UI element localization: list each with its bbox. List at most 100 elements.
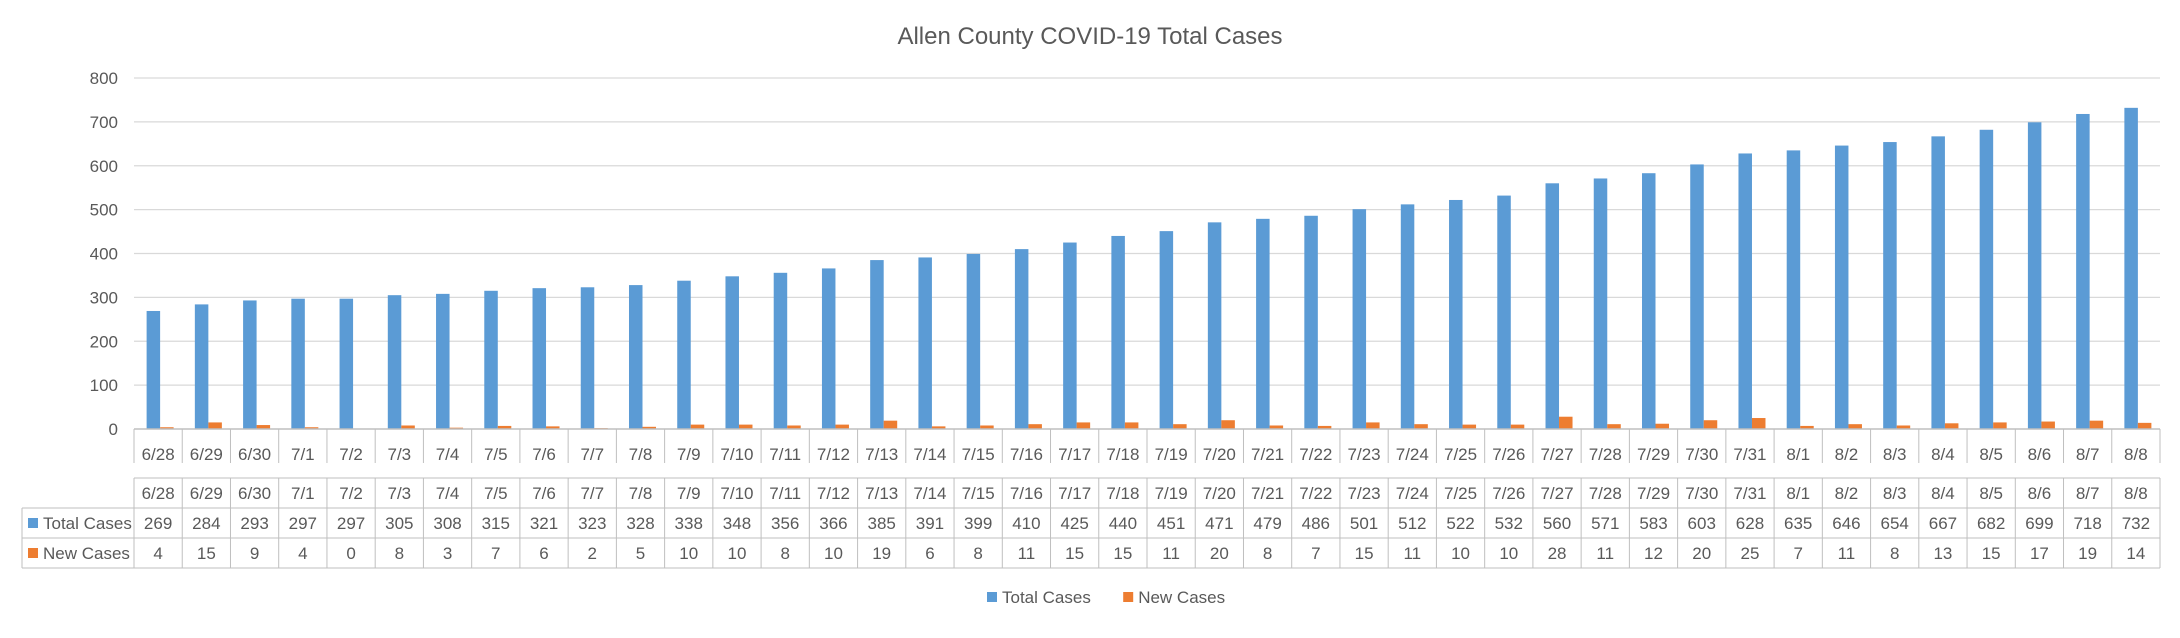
bar-total-cases [677,280,691,429]
table-cell: 440 [1109,514,1137,533]
x-tick-label: 7/9 [677,445,701,464]
table-cell: 451 [1157,514,1185,533]
table-cell: 522 [1446,514,1474,533]
bar-new-cases [1655,423,1670,429]
bar-total-cases [1641,173,1656,429]
table-cell: 284 [192,514,220,533]
table-header-cell: 7/9 [677,484,701,503]
y-tick-label: 700 [90,113,118,132]
x-tick-label: 7/19 [1155,445,1188,464]
table-header-cell: 7/16 [1010,484,1043,503]
bar-total-cases [243,300,257,429]
bar-total-cases [1979,129,1994,429]
table-cell: 646 [1832,514,1860,533]
table-cell: 583 [1639,514,1667,533]
bar-new-cases [1366,422,1380,429]
bar-new-cases [1317,425,1332,429]
table-header-cell: 7/14 [913,484,946,503]
table-cell: 4 [298,544,307,563]
bar-new-cases [1028,424,1042,429]
table-cell: 6 [539,544,548,563]
table-cell: 2 [588,544,597,563]
bar-new-cases [1221,420,1235,429]
x-tick-label: 7/26 [1492,445,1525,464]
bar-new-cases [304,427,319,429]
table-cell: 512 [1398,514,1426,533]
bar-total-cases [1449,199,1463,429]
bar-new-cases [787,425,801,429]
bar-total-cases [1304,215,1318,429]
table-cell: 308 [433,514,461,533]
table-cell: 4 [153,544,162,563]
bar-new-cases [980,425,994,429]
bar-total-cases [870,260,884,429]
table-header-cell: 7/31 [1733,484,1766,503]
table-cell: 13 [1933,544,1952,563]
x-tick-label: 7/8 [629,445,653,464]
y-tick-label: 0 [109,420,118,439]
table-cell: 17 [2030,544,2049,563]
x-tick-label: 8/8 [2124,445,2148,464]
bar-new-cases [256,425,271,429]
x-tick-label: 8/2 [1835,445,1859,464]
table-cell: 635 [1784,514,1812,533]
table-cell: 25 [1741,544,1760,563]
table-cell: 19 [872,544,891,563]
x-tick-label: 7/25 [1444,445,1477,464]
table-header-cell: 8/1 [1786,484,1810,503]
bar-new-cases [1896,425,1911,429]
table-cell: 14 [2126,544,2145,563]
table-cell: 366 [819,514,847,533]
bar-total-cases [2027,122,2042,429]
bar-new-cases [642,426,657,429]
table-cell: 12 [1644,544,1663,563]
table-header-cell: 7/20 [1203,484,1236,503]
table-cell: 10 [1499,544,1518,563]
bar-new-cases [931,426,946,429]
table-cell: 603 [1688,514,1716,533]
table-cell: 682 [1977,514,2005,533]
x-tick-label: 7/28 [1589,445,1622,464]
bar-new-cases [1269,425,1284,429]
x-tick-label: 7/7 [580,445,604,464]
x-tick-label: 7/24 [1396,445,1429,464]
bar-total-cases [821,268,836,429]
bar-new-cases [1076,422,1091,429]
bar-new-cases [2041,421,2055,429]
bar-new-cases [1751,418,1766,429]
table-cell: 293 [240,514,268,533]
table-cell: 297 [289,514,317,533]
bar-total-cases [1400,204,1415,429]
table-key-new-cases [28,548,38,558]
legend-label-total-cases: Total Cases [1002,588,1091,607]
legend-label-new-cases: New Cases [1138,588,1225,607]
bar-total-cases [1883,142,1897,429]
table-cell: 323 [578,514,606,533]
table-header-cell: 7/4 [436,484,460,503]
table-cell: 501 [1350,514,1378,533]
bar-total-cases [1931,136,1945,429]
table-header-cell: 7/5 [484,484,508,503]
x-tick-label: 7/13 [865,445,898,464]
x-tick-label: 7/31 [1733,445,1766,464]
bar-total-cases [291,298,305,429]
x-tick-label: 8/4 [1931,445,1955,464]
table-cell: 471 [1205,514,1233,533]
bar-total-cases [1834,145,1849,429]
table-header-cell: 7/3 [387,484,411,503]
bar-new-cases [546,426,560,429]
table-header-cell: 7/11 [769,484,801,503]
table-header-cell: 7/21 [1251,484,1284,503]
bar-total-cases [387,295,402,429]
table-cell: 11 [1596,544,1614,563]
table-header-cell: 6/30 [238,484,271,503]
table-header-cell: 7/7 [580,484,604,503]
table-header-cell: 7/23 [1348,484,1381,503]
bar-new-cases [1124,422,1139,429]
table-header-cell: 8/8 [2124,484,2148,503]
x-tick-label: 6/29 [190,445,223,464]
bar-total-cases [1063,242,1077,429]
table-cell: 10 [679,544,698,563]
table-header-cell: 7/10 [720,484,753,503]
